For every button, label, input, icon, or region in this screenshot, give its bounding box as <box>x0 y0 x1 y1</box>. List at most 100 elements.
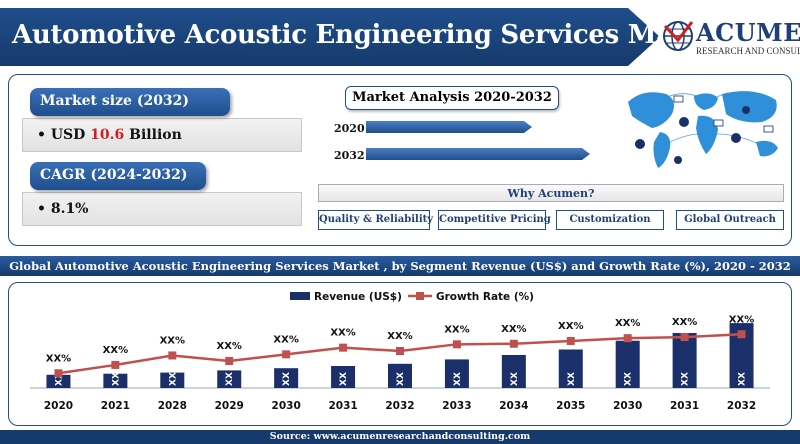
growth-point-2 <box>168 351 177 360</box>
growth-point-10 <box>623 334 632 343</box>
growth-point-12 <box>737 330 746 339</box>
x-tick-label-11: 2031 <box>670 400 699 412</box>
market-size-suffix: Billion <box>124 127 182 143</box>
why-item-outreach[interactable]: Global Outreach <box>676 210 784 230</box>
why-item-customization[interactable]: Customization <box>556 210 664 230</box>
bar-label-10: XX <box>624 372 634 386</box>
why-acumen-bar: Why Acumen? <box>318 184 784 202</box>
x-tick-label-4: 2030 <box>272 400 301 412</box>
bar-label-4: XX <box>282 372 292 386</box>
logo-subtitle: RESEARCH AND CONSULTING <box>696 46 800 56</box>
growth-label-9: XX% <box>558 321 583 332</box>
market-analysis-title: Market Analysis 2020-2032 <box>345 86 559 110</box>
logo-name: ACUMEN <box>696 18 800 47</box>
why-item-pricing[interactable]: Competitive Pricing <box>438 210 551 230</box>
cagr-label: CAGR (2024-2032) <box>30 162 206 190</box>
x-tick-label-5: 2031 <box>328 400 357 412</box>
growth-label-3: XX% <box>217 341 242 352</box>
market-analysis-arrow-2032 <box>366 148 590 160</box>
growth-label-10: XX% <box>615 318 640 329</box>
revenue-growth-chart: Revenue (US$) Growth Rate (%) XX 2020 XX 2021… <box>30 291 770 412</box>
market-size-value-box: • USD 10.6 Billion <box>22 118 302 152</box>
bar-label-8: XX <box>510 372 520 386</box>
continent-asia <box>722 91 777 123</box>
bar-9 <box>558 349 583 388</box>
growth-point-8 <box>509 339 518 348</box>
growth-label-11: XX% <box>672 317 697 328</box>
bar-8 <box>501 355 526 388</box>
people-avatars <box>635 106 750 164</box>
growth-point-0 <box>54 369 63 378</box>
growth-point-7 <box>452 340 461 349</box>
market-size-value: 10.6 <box>90 127 125 143</box>
cagr-value: 8.1% <box>50 201 89 217</box>
growth-label-1: XX% <box>103 345 128 356</box>
bar-11 <box>672 333 697 388</box>
growth-point-4 <box>282 350 291 359</box>
legend-swatch-growth-marker <box>416 292 424 300</box>
growth-point-1 <box>111 360 120 369</box>
continent-europe <box>694 93 718 110</box>
market-size-prefix: USD <box>50 127 91 143</box>
x-tick-label-3: 2029 <box>215 400 244 412</box>
bar-1 <box>103 373 128 388</box>
bar-5 <box>331 366 356 388</box>
header: Automotive Acoustic Engineering Services… <box>0 0 800 72</box>
world-map-illustration <box>628 91 778 168</box>
growth-label-7: XX% <box>444 324 469 335</box>
source-footer: Source: www.acumenresearchandconsulting.… <box>0 430 800 444</box>
bar-2 <box>160 372 185 388</box>
x-tick-label-0: 2020 <box>44 400 73 412</box>
bar-label-7: XX <box>453 372 463 386</box>
page-title: Automotive Acoustic Engineering Services… <box>12 20 732 50</box>
bar-label-9: XX <box>567 372 577 386</box>
growth-point-5 <box>339 343 348 352</box>
bar-label-3: XX <box>225 372 235 386</box>
growth-point-11 <box>680 333 689 342</box>
x-tick-label-8: 2034 <box>499 400 528 412</box>
legend-label-revenue: Revenue (US$) <box>314 291 402 303</box>
market-size-label: Market size (2032) <box>30 88 230 116</box>
bar-10 <box>615 340 640 388</box>
title-band <box>0 8 660 66</box>
why-item-quality[interactable]: Quality & Reliability <box>318 210 433 230</box>
bar-6 <box>388 363 412 388</box>
growth-point-3 <box>225 357 234 366</box>
continent-australia <box>756 140 778 157</box>
x-tick-label-6: 2032 <box>385 400 414 412</box>
growth-label-2: XX% <box>160 335 185 346</box>
growth-label-4: XX% <box>273 334 298 345</box>
growth-label-12: XX% <box>729 314 754 325</box>
x-tick-label-2: 2028 <box>158 400 187 412</box>
x-tick-label-9: 2035 <box>556 400 585 412</box>
continent-africa <box>696 115 718 154</box>
bar-label-11: XX <box>681 372 691 386</box>
acumen-logo[interactable]: ACUMEN RESEARCH AND CONSULTING <box>662 14 800 60</box>
legend-swatch-revenue <box>290 292 310 300</box>
legend-label-growth: Growth Rate (%) <box>436 291 534 303</box>
bar-4 <box>274 368 299 388</box>
bar-label-0: XX <box>54 372 64 386</box>
continent-north-america <box>628 92 674 128</box>
growth-label-5: XX% <box>330 328 355 339</box>
bar-7 <box>444 359 469 388</box>
growth-label-8: XX% <box>501 324 526 335</box>
bar-label-12: XX <box>738 372 748 386</box>
cagr-value-box: • 8.1% <box>22 192 302 226</box>
bar-label-2: XX <box>168 372 178 386</box>
bar-label-6: XX <box>396 372 406 386</box>
bar-label-1: XX <box>111 372 121 386</box>
x-tick-label-1: 2021 <box>101 400 130 412</box>
growth-label-0: XX% <box>46 353 71 364</box>
market-analysis-year-2: 2032 <box>334 149 365 162</box>
continent-south-america <box>653 132 671 168</box>
bar-label-5: XX <box>339 372 349 386</box>
x-tick-label-7: 2033 <box>442 400 471 412</box>
growth-point-6 <box>396 347 404 355</box>
growth-point-9 <box>566 336 575 345</box>
envelope-icons <box>673 95 774 133</box>
growth-label-6: XX% <box>387 331 412 342</box>
market-analysis-arrow-2020 <box>366 121 532 133</box>
market-analysis-year-1: 2020 <box>334 122 365 135</box>
x-tick-label-12: 2032 <box>727 400 756 412</box>
